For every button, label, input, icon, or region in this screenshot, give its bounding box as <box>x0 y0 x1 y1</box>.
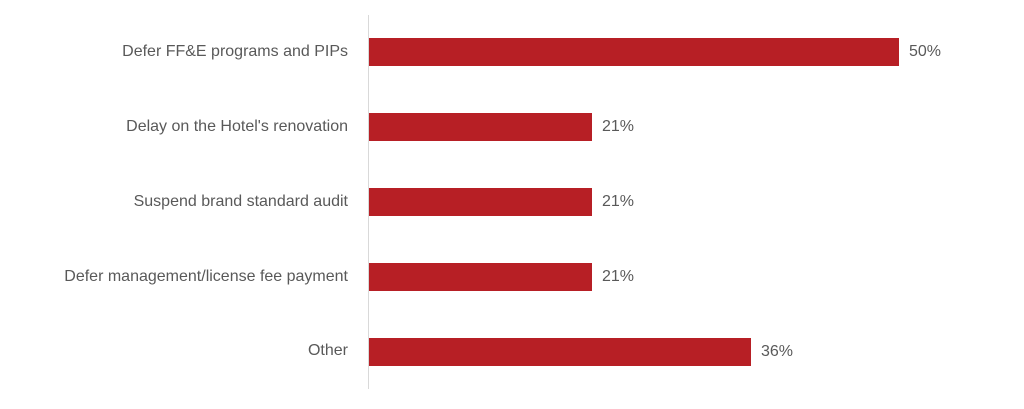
value-label: 21% <box>602 118 635 136</box>
chart-row: Suspend brand standard audit 21% <box>0 165 1024 240</box>
bar <box>369 113 592 142</box>
value-label: 50% <box>909 43 942 61</box>
chart-row: Other 36% <box>0 314 1024 389</box>
value-label: 21% <box>602 267 635 285</box>
value-label: 36% <box>761 342 794 360</box>
bar <box>369 337 751 366</box>
category-label: Suspend brand standard audit <box>133 192 348 210</box>
category-label: Defer FF&E programs and PIPs <box>122 43 348 61</box>
category-label: Other <box>307 342 348 360</box>
category-axis-line <box>368 15 369 389</box>
category-label: Delay on the Hotel's renovation <box>126 118 348 135</box>
bar <box>369 187 592 216</box>
chart-rows: Defer FF&E programs and PIPs 50% Delay o… <box>0 15 1024 389</box>
chart-row: Defer management/license fee payment 21% <box>0 239 1024 314</box>
category-label: Defer management/license fee payment <box>64 267 348 285</box>
value-label: 21% <box>602 192 635 210</box>
bar <box>369 38 899 67</box>
chart-row: Delay on the Hotel's renovation 21% <box>0 90 1024 165</box>
bar <box>369 262 592 291</box>
chart-row: Defer FF&E programs and PIPs 50% <box>0 15 1024 90</box>
